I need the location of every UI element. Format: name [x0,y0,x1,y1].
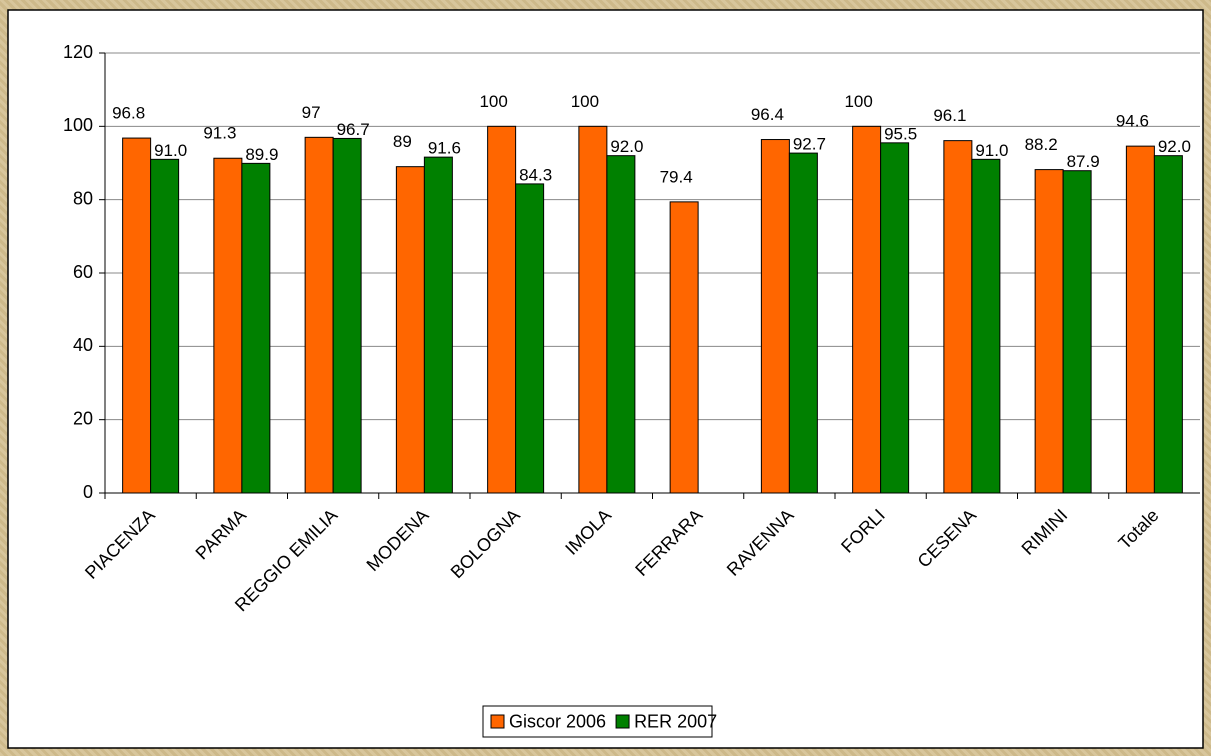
y-tick-label: 100 [63,115,93,135]
data-label: 92.0 [1158,137,1191,156]
bar [760,139,790,494]
data-label: 91.3 [203,124,236,143]
data-label: 100 [479,92,507,111]
y-tick-label: 80 [73,188,93,208]
legend-swatch [615,714,630,729]
bar [852,125,882,494]
legend-box [482,705,713,738]
y-tick-label: 60 [73,262,93,282]
data-label: 97 [302,103,321,122]
data-label: 96.8 [112,104,145,123]
bar [487,125,517,494]
legend-label: Giscor 2006 [509,711,606,731]
data-label: 95.5 [884,124,917,143]
bar [578,125,608,494]
bar [788,152,818,494]
bar [213,157,243,494]
y-tick-label: 0 [83,482,93,502]
data-label: 91.0 [154,141,187,160]
bar [669,201,699,494]
bar [1062,170,1092,494]
data-label: 94.6 [1116,112,1149,131]
bar [943,140,973,494]
data-label: 100 [844,92,872,111]
data-label: 89.9 [245,145,278,164]
bar [606,155,636,494]
bar [150,158,180,494]
y-tick-label: 40 [73,335,93,355]
data-label: 91.6 [428,139,461,158]
y-tick-label: 120 [63,42,93,62]
bar [971,158,1001,494]
bar [332,137,362,494]
data-label: 96.1 [933,106,966,125]
bar [1034,169,1064,494]
data-label: 96.7 [337,120,370,139]
bar [241,162,271,494]
data-label: 96.4 [751,105,784,124]
data-label: 88.2 [1025,135,1058,154]
bar [515,183,545,494]
data-label: 87.9 [1067,152,1100,171]
bar [880,142,910,494]
data-label: 92.0 [610,137,643,156]
data-label: 100 [571,92,599,111]
bar [423,156,453,494]
data-label: 79.4 [660,167,693,186]
y-tick-label: 20 [73,408,93,428]
bar [122,137,152,494]
legend-swatch [490,714,505,729]
bar [1125,145,1155,494]
data-label: 84.3 [519,165,552,184]
legend-label: RER 2007 [634,711,717,731]
data-label: 92.7 [793,135,826,154]
data-label: 91.0 [975,141,1008,160]
bar [395,166,425,494]
data-label: 89 [393,132,412,151]
bar [304,136,334,494]
bar [1153,155,1183,494]
